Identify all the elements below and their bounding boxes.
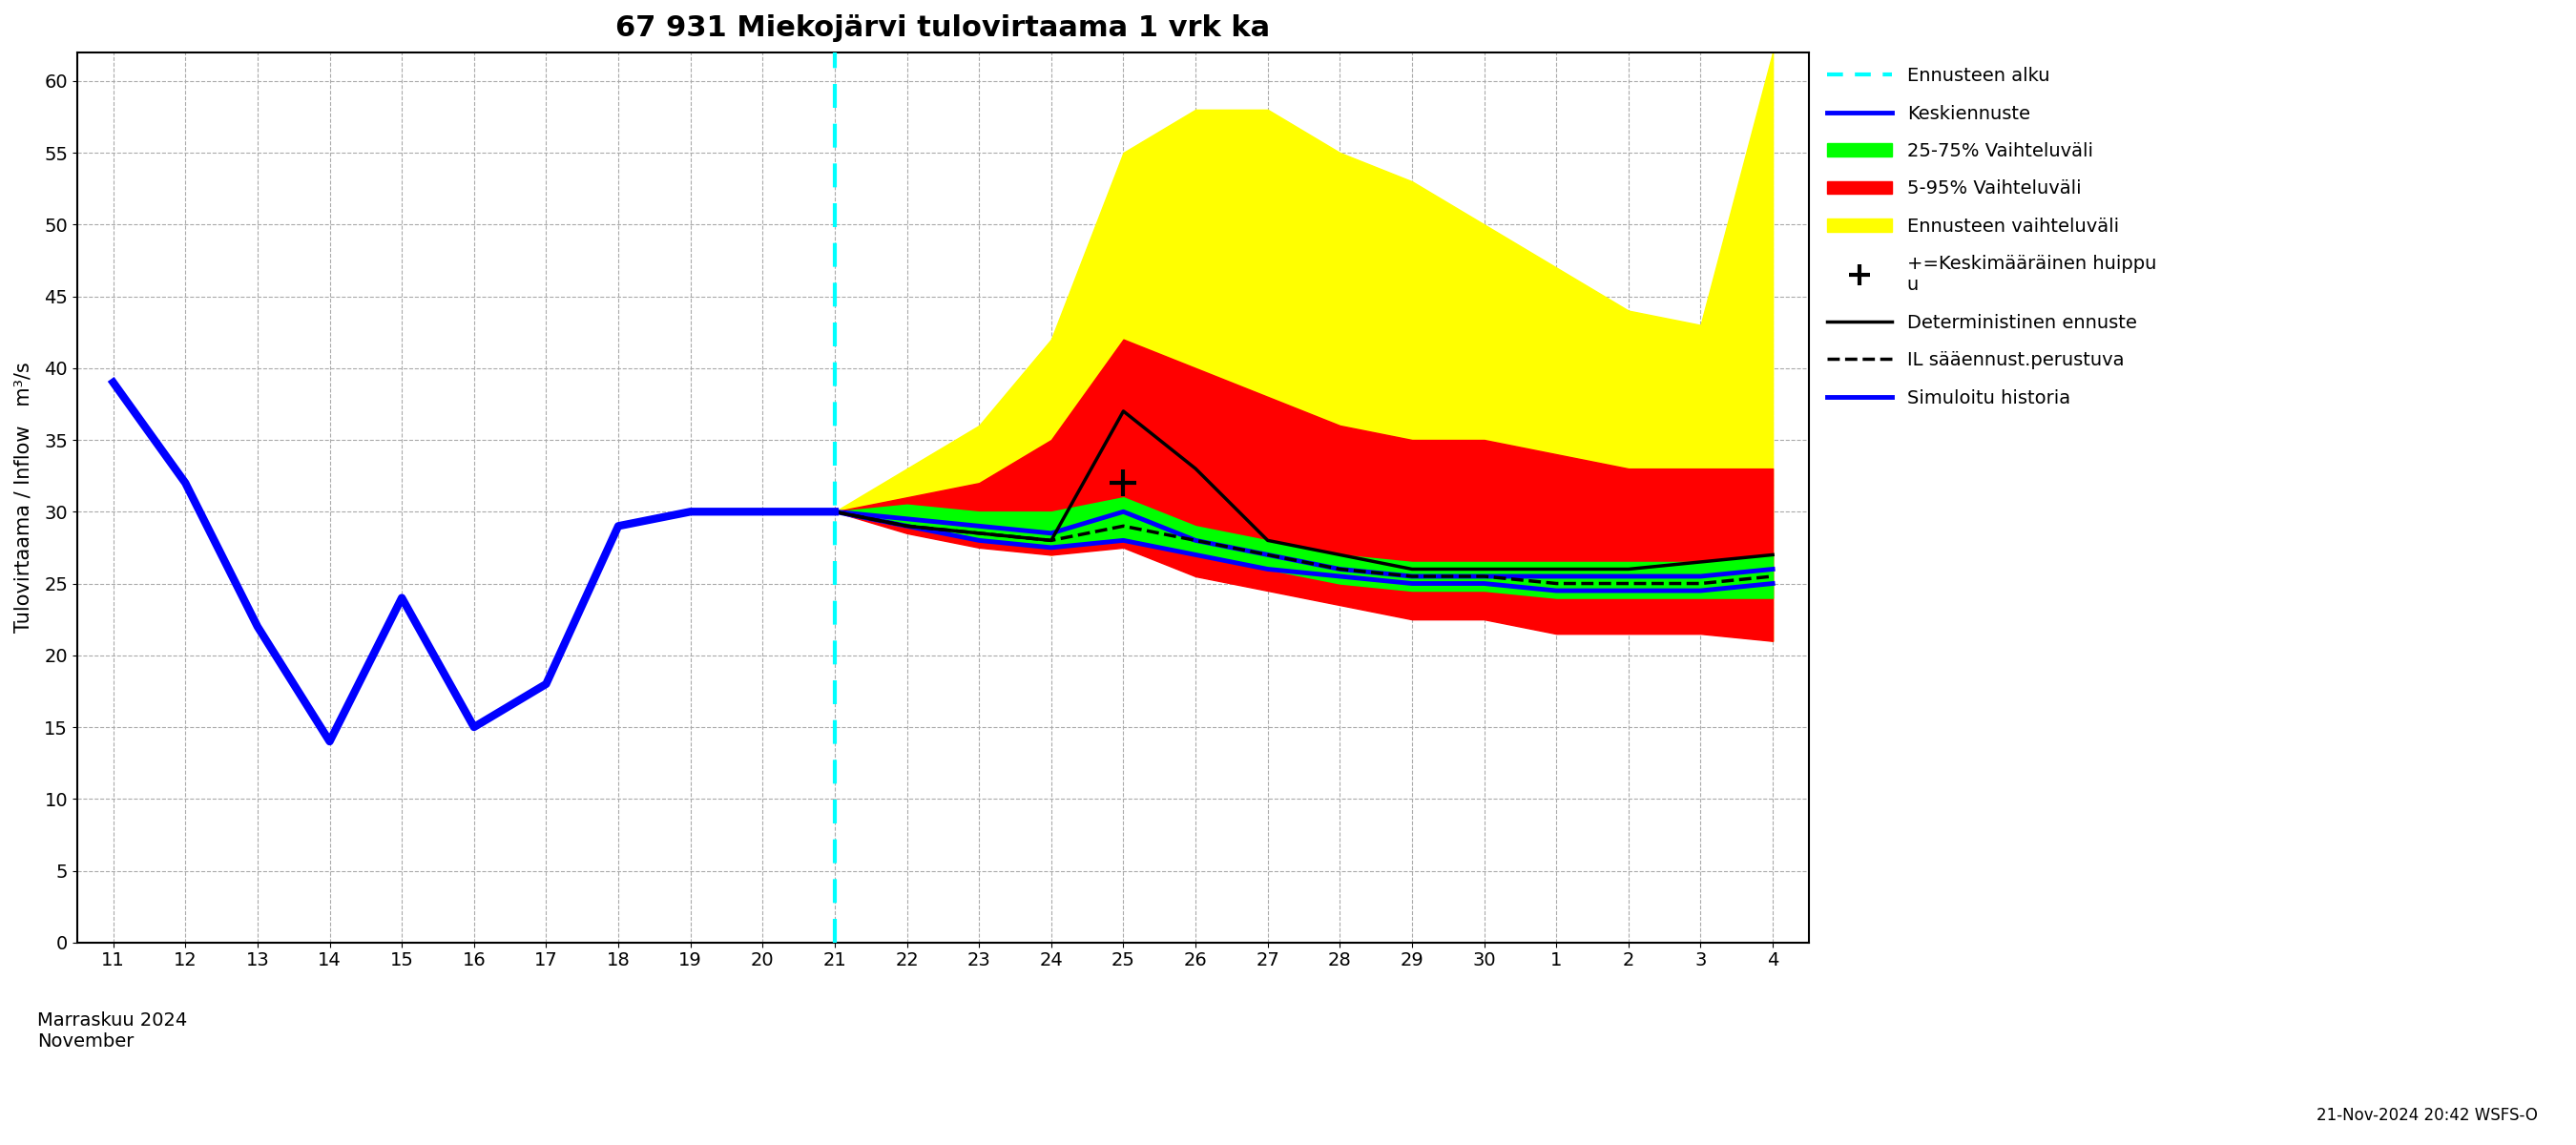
Text: Marraskuu 2024
November: Marraskuu 2024 November bbox=[39, 1011, 188, 1050]
Y-axis label: Tulovirtaama / Inflow   m³/s: Tulovirtaama / Inflow m³/s bbox=[15, 362, 33, 633]
Title: 67 931 Miekojärvi tulovirtaama 1 vrk ka: 67 931 Miekojärvi tulovirtaama 1 vrk ka bbox=[616, 14, 1270, 42]
Legend: Ennusteen alku, Keskiennuste, 25-75% Vaihteluväli, 5-95% Vaihteluväli, Ennusteen: Ennusteen alku, Keskiennuste, 25-75% Vai… bbox=[1821, 62, 2161, 412]
Text: 21-Nov-2024 20:42 WSFS-O: 21-Nov-2024 20:42 WSFS-O bbox=[2316, 1107, 2537, 1124]
